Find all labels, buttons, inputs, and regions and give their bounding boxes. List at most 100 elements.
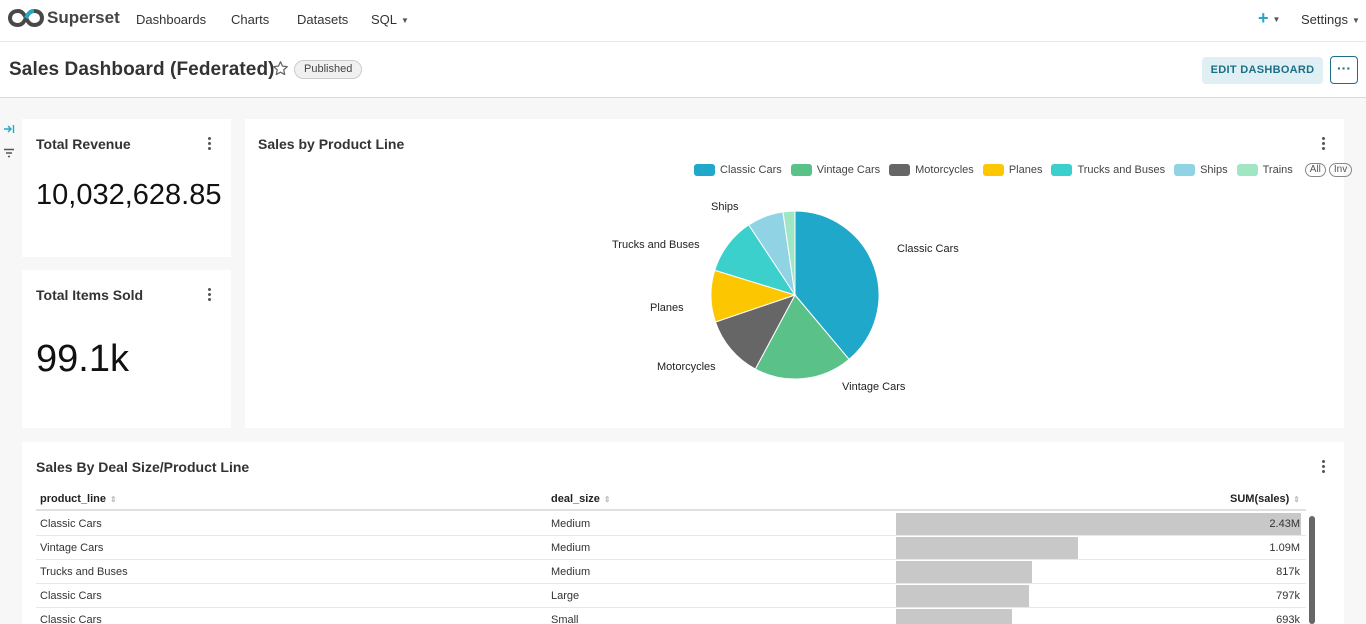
cell-deal-size: Medium xyxy=(551,566,591,578)
sales-cell-bar xyxy=(896,537,1078,559)
expand-filters-icon[interactable] xyxy=(3,123,15,135)
cell-deal-size: Small xyxy=(551,614,579,624)
legend-swatch xyxy=(1174,164,1196,176)
legend-invert-button[interactable]: Inv xyxy=(1328,163,1353,177)
edit-dashboard-button[interactable]: EDIT DASHBOARD xyxy=(1202,57,1323,84)
cell-sum-sales: 693k xyxy=(1276,614,1300,624)
nav-dashboards[interactable]: Dashboards xyxy=(136,12,207,27)
cell-deal-size: Large xyxy=(551,590,580,602)
dashboard-title[interactable]: Sales Dashboard (Federated) xyxy=(9,59,275,80)
table-row[interactable]: Classic Cars Small 693k xyxy=(36,608,1306,624)
column-label: deal_size xyxy=(551,493,600,505)
pie-slice-vintage-cars[interactable] xyxy=(754,294,850,380)
card-title: Sales by Product Line xyxy=(258,136,405,152)
table-row[interactable]: Classic Cars Medium 2.43M xyxy=(36,512,1306,536)
plus-icon: + xyxy=(1258,8,1269,28)
legend-swatch xyxy=(694,164,715,176)
pie-legend: Classic Cars Vintage Cars Motorcycles Plane… xyxy=(694,163,1353,177)
pie-label-classic-cars: Classic Cars xyxy=(897,243,959,255)
pie-label-vintage-cars: Vintage Cars xyxy=(842,381,906,393)
pie-slice-trains[interactable] xyxy=(782,210,796,296)
big-number-value: 10,032,628.85 xyxy=(36,179,222,211)
chevron-down-icon: ▼ xyxy=(1272,14,1281,24)
kebab-menu-icon[interactable] xyxy=(208,137,212,151)
nav-sql[interactable]: SQL ▼ xyxy=(371,12,409,27)
card-title: Total Revenue xyxy=(36,136,131,152)
pie-slice-motorcycles[interactable] xyxy=(714,294,797,370)
pie-chart[interactable] xyxy=(700,200,890,390)
status-badge[interactable]: Published xyxy=(294,60,363,79)
more-options-button[interactable]: ··· xyxy=(1330,56,1358,84)
legend-item[interactable]: Classic Cars xyxy=(694,164,782,176)
pie-slice-classic-cars[interactable] xyxy=(794,210,880,361)
sales-cell-bar xyxy=(896,609,1012,624)
star-icon[interactable] xyxy=(272,60,289,77)
filter-icon[interactable] xyxy=(3,147,15,159)
legend-label: Motorcycles xyxy=(915,164,974,176)
sales-cell-bar xyxy=(896,585,1029,607)
legend-label: Ships xyxy=(1200,164,1228,176)
sales-cell-bar xyxy=(896,513,1301,535)
cell-product-line: Classic Cars xyxy=(40,518,102,530)
cell-deal-size: Medium xyxy=(551,518,591,530)
pie-label-ships: Ships xyxy=(711,201,739,213)
sort-icon: ⇕ xyxy=(603,495,611,504)
new-item-button[interactable]: + ▼ xyxy=(1258,8,1280,29)
legend-label: Trucks and Buses xyxy=(1077,164,1166,176)
cell-product-line: Vintage Cars xyxy=(40,542,104,554)
legend-item[interactable]: Planes xyxy=(982,164,1043,176)
chevron-down-icon: ▼ xyxy=(401,16,409,26)
cell-sum-sales: 1.09M xyxy=(1269,542,1300,554)
cell-product-line: Classic Cars xyxy=(40,590,102,602)
chevron-down-icon: ▼ xyxy=(1351,16,1360,26)
big-number-value: 99.1k xyxy=(36,338,129,380)
legend-item[interactable]: Motorcycles xyxy=(889,164,974,176)
brand-name: Superset xyxy=(47,8,120,27)
card-title: Sales By Deal Size/Product Line xyxy=(36,459,250,475)
nav-datasets[interactable]: Datasets xyxy=(297,12,349,27)
total-items-sold-card: Total Items Sold 99.1k xyxy=(22,270,231,428)
dashboard-header: Sales Dashboard (Federated) Published ED… xyxy=(0,42,1366,98)
nav-charts[interactable]: Charts xyxy=(231,12,270,27)
pie-label-motorcycles: Motorcycles xyxy=(657,361,716,373)
kebab-menu-icon[interactable] xyxy=(1322,137,1326,151)
total-revenue-card: Total Revenue 10,032,628.85 xyxy=(22,119,231,257)
table-row[interactable]: Vintage Cars Medium 1.09M xyxy=(36,536,1306,560)
column-header-product-line[interactable]: product_line ⇕ xyxy=(40,493,117,505)
legend-label: Trains xyxy=(1262,164,1293,176)
card-title: Total Items Sold xyxy=(36,287,144,303)
legend-label: Planes xyxy=(1008,164,1043,176)
legend-swatch xyxy=(790,164,812,176)
cell-deal-size: Medium xyxy=(551,542,591,554)
legend-label: Vintage Cars xyxy=(816,164,881,176)
sort-icon: ⇕ xyxy=(1293,495,1300,504)
settings-menu[interactable]: Settings ▼ xyxy=(1301,12,1360,27)
legend-label: Classic Cars xyxy=(720,164,782,176)
kebab-menu-icon[interactable] xyxy=(1322,460,1326,474)
table-row[interactable]: Trucks and Buses Medium 817k xyxy=(36,560,1306,584)
legend-item[interactable]: Trucks and Buses xyxy=(1051,164,1165,176)
legend-swatch xyxy=(1051,164,1073,176)
table-scrollbar[interactable] xyxy=(1309,516,1315,624)
pie-label-planes: Planes xyxy=(650,302,684,314)
top-navbar: Superset Dashboards Charts Datasets SQL ▼… xyxy=(0,0,1366,42)
cell-sum-sales: 817k xyxy=(1276,566,1300,578)
column-header-deal-size[interactable]: deal_size ⇕ xyxy=(551,493,611,505)
settings-label: Settings xyxy=(1301,12,1348,27)
column-label: SUM(sales) xyxy=(1230,493,1290,505)
nav-sql-label: SQL xyxy=(371,12,398,27)
cell-product-line: Classic Cars xyxy=(40,614,102,624)
legend-item[interactable]: Vintage Cars xyxy=(790,164,881,176)
column-label: product_line xyxy=(40,493,107,505)
legend-item[interactable]: Trains xyxy=(1236,164,1293,176)
superset-logo-icon xyxy=(8,8,44,28)
pie-label-trucks-and-buses: Trucks and Buses xyxy=(612,239,700,251)
kebab-menu-icon[interactable] xyxy=(208,288,212,302)
sales-cell-bar xyxy=(896,561,1033,583)
table-header: product_line ⇕ deal_size ⇕ SUM(sales) ⇕ xyxy=(36,489,1306,511)
legend-select-all-button[interactable]: All xyxy=(1304,163,1326,177)
superset-logo[interactable]: Superset xyxy=(8,7,120,29)
column-header-sum-sales[interactable]: SUM(sales) ⇕ xyxy=(1230,493,1300,505)
table-row[interactable]: Classic Cars Large 797k xyxy=(36,584,1306,608)
legend-item[interactable]: Ships xyxy=(1174,164,1228,176)
